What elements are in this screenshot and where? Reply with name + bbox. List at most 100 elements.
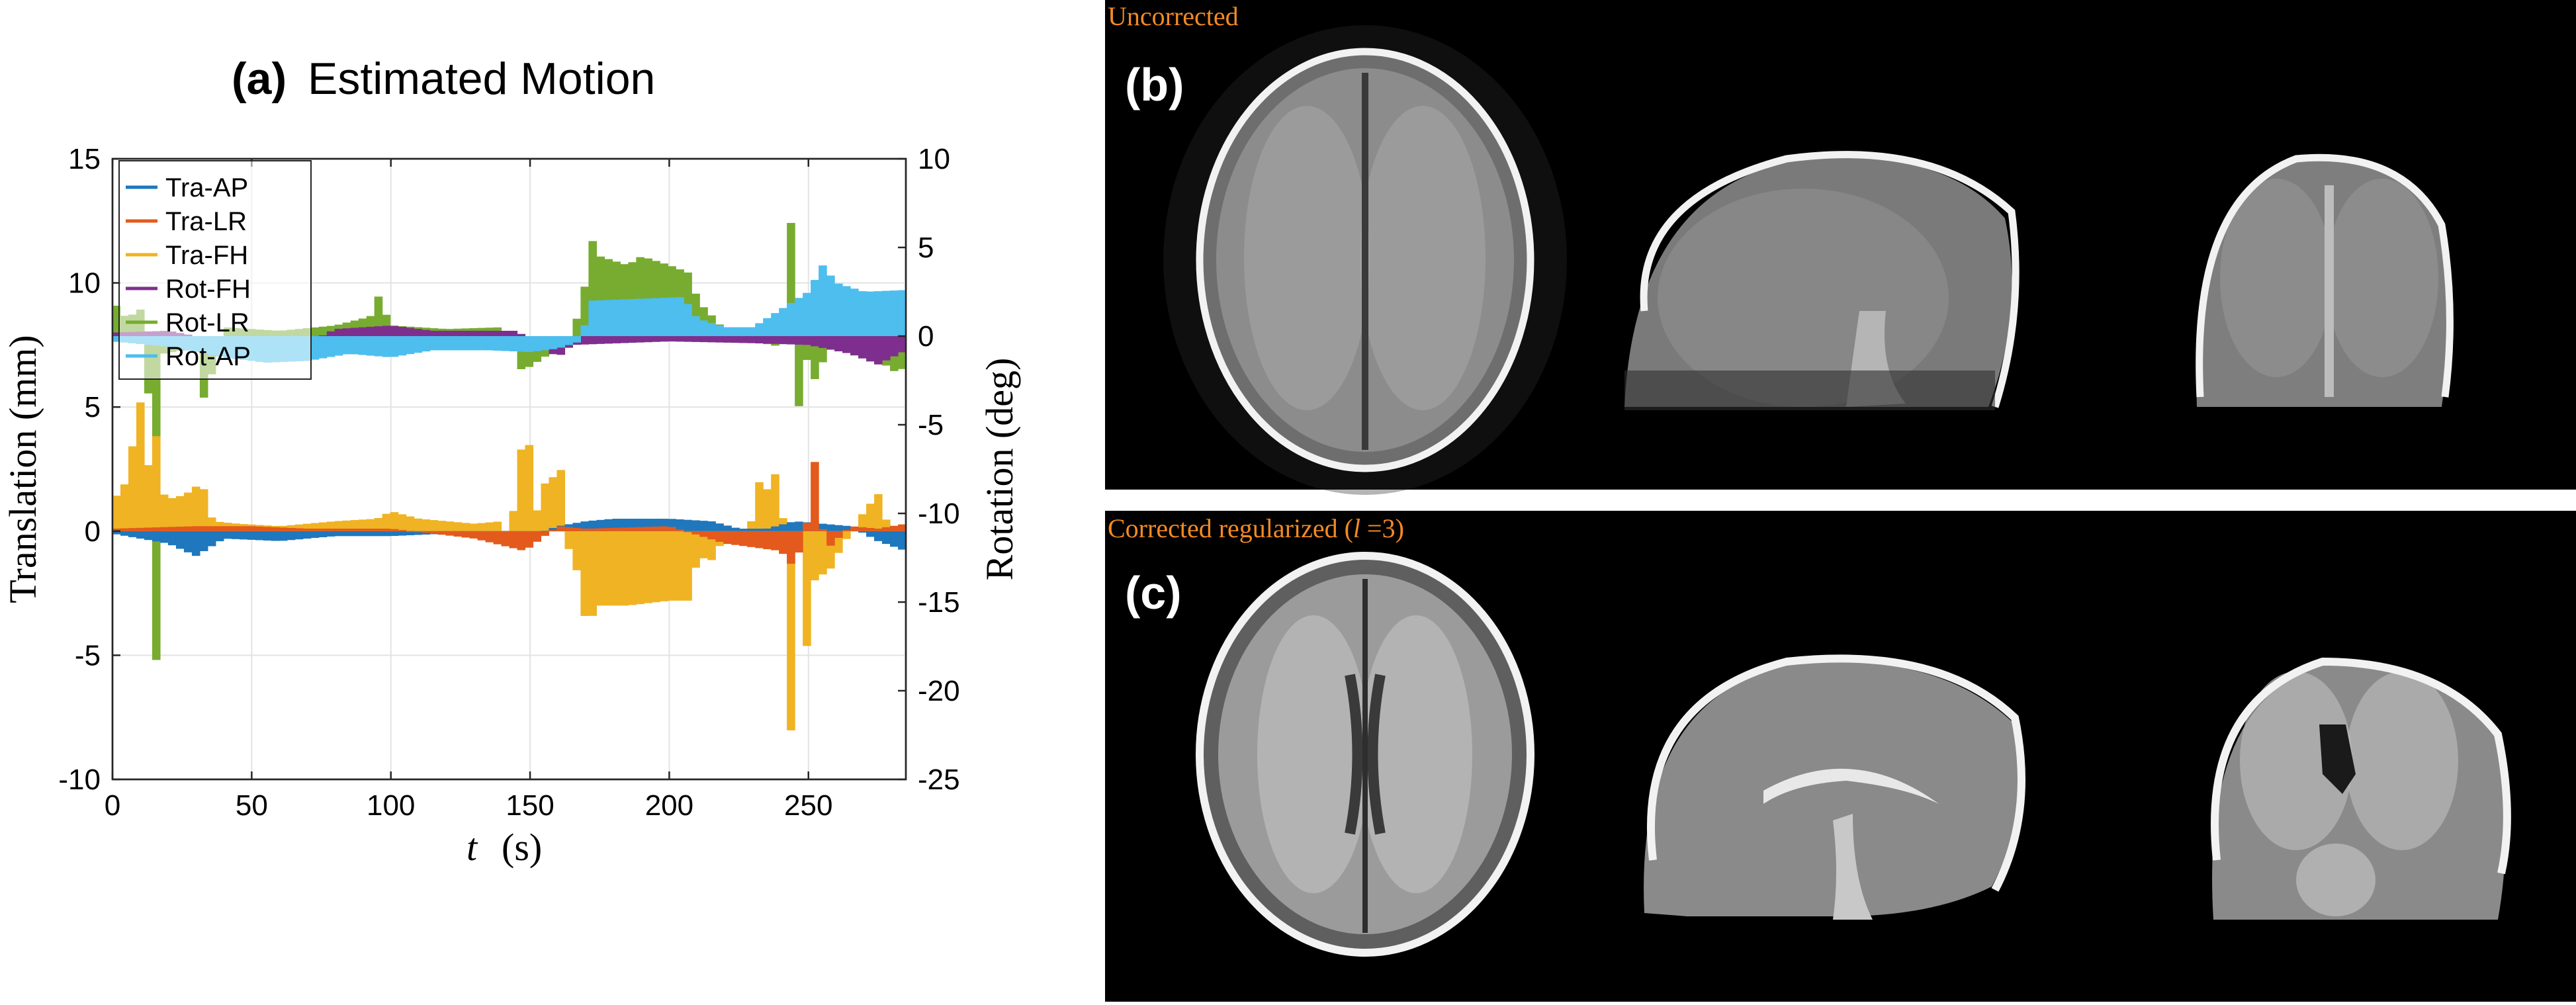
uncorrected-sagittal-slice [1624, 151, 2020, 410]
bar-rot-ap [366, 336, 375, 356]
bar-rot-ap [533, 336, 542, 351]
bar-tra-ap [128, 531, 137, 537]
bar-tra-fh [676, 531, 684, 601]
bar-tra-ap [866, 531, 875, 537]
x-axis-label-unit: (s) [502, 826, 542, 869]
bar-rot-ap [112, 336, 121, 342]
corrected-images-panel: Corrected regularized (l =3) (c) [1105, 511, 2576, 1002]
bar-tra-lr [175, 527, 185, 531]
bar-tra-fh [628, 531, 637, 605]
bar-rot-ap [684, 304, 692, 336]
bar-tra-lr [128, 528, 137, 531]
bar-tra-lr [676, 529, 684, 531]
bar-tra-ap [136, 531, 145, 539]
bar-tra-lr [556, 526, 566, 531]
bar-tra-lr [660, 526, 668, 531]
x-tick-label: 250 [784, 789, 832, 822]
bar-tra-lr [167, 527, 177, 531]
y-right-tick-label: -20 [918, 675, 960, 707]
bar-tra-fh [842, 531, 851, 539]
chart-legend: Tra-AP Tra-LR Tra-FH Rot-FH Rot-LR Rot-AP [118, 160, 312, 380]
bar-rot-ap [501, 336, 510, 351]
bar-tra-fh [453, 522, 463, 531]
bar-tra-fh [668, 531, 676, 601]
bar-tra-ap [676, 519, 684, 531]
bar-tra-fh [533, 510, 542, 531]
bar-tra-ap [874, 531, 883, 541]
bar-tra-lr [747, 531, 756, 547]
bar-tra-ap [723, 525, 732, 531]
x-tick-label: 50 [236, 789, 268, 822]
bar-rot-ap [803, 292, 811, 336]
bar-tra-lr [771, 531, 779, 550]
bar-tra-lr [318, 529, 328, 531]
bar-rot-fh [858, 336, 867, 359]
y-right-tick-label: -5 [918, 409, 944, 441]
bar-tra-ap [684, 519, 692, 531]
bar-tra-lr [120, 528, 129, 531]
bar-tra-lr [406, 531, 415, 532]
y-left-tick-label: -5 [75, 639, 101, 672]
bar-rot-fh [366, 326, 375, 336]
bar-rot-fh [350, 328, 359, 336]
legend-label: Tra-LR [165, 207, 247, 236]
bar-rot-ap [819, 265, 827, 336]
bar-rot-fh [469, 330, 478, 336]
bar-rot-fh [676, 336, 684, 342]
uncorrected-coronal-slice [2196, 153, 2454, 407]
bar-rot-fh [461, 330, 470, 336]
bar-rot-ap [668, 297, 676, 336]
bar-tra-fh [302, 523, 312, 531]
bar-tra-fh [334, 521, 343, 531]
bar-rot-fh [588, 336, 597, 345]
bar-rot-fh [850, 336, 859, 356]
bar-tra-lr [517, 531, 526, 550]
bar-rot-fh [580, 336, 589, 345]
bar-tra-ap [350, 531, 359, 537]
legend-label: Tra-FH [165, 241, 248, 270]
bar-tra-lr [437, 531, 447, 535]
bar-rot-ap [310, 336, 320, 360]
bar-rot-fh [493, 330, 502, 336]
bar-tra-fh [390, 512, 399, 531]
bar-rot-lr [318, 326, 328, 336]
bar-tra-ap [755, 529, 764, 531]
bar-rot-ap [747, 327, 756, 336]
bar-tra-lr [382, 529, 391, 531]
bar-tra-lr [787, 531, 795, 564]
bar-tra-lr [469, 531, 478, 539]
bar-tra-lr [112, 528, 121, 531]
bar-tra-fh [112, 496, 121, 531]
bar-tra-fh [580, 531, 589, 617]
bar-rot-fh [707, 336, 716, 343]
bar-tra-lr [652, 526, 660, 531]
bar-tra-fh [652, 531, 660, 603]
bar-tra-ap [294, 531, 304, 540]
bar-tra-fh [525, 445, 534, 531]
bar-rot-ap [398, 336, 407, 356]
bar-rot-ap [588, 300, 597, 336]
bar-rot-ap [779, 308, 787, 336]
bar-tra-fh [358, 519, 367, 531]
bar-rot-ap [850, 288, 859, 336]
bar-rot-ap [771, 313, 779, 336]
legend-label: Rot-LR [165, 308, 249, 337]
bar-tra-ap [715, 523, 724, 531]
bar-tra-ap [199, 531, 208, 552]
bar-tra-fh [294, 524, 304, 531]
bar-rot-fh [684, 336, 692, 342]
bar-tra-fh [811, 531, 819, 581]
bar-rot-ap [334, 336, 343, 356]
bar-rot-ap [429, 336, 439, 351]
bar-rot-fh [819, 336, 827, 348]
bar-tra-lr [390, 529, 399, 531]
bar-tra-ap [779, 524, 787, 531]
bar-tra-lr [429, 531, 439, 534]
bar-rot-fh [318, 335, 328, 337]
bar-rot-fh [874, 336, 883, 365]
bar-tra-fh [819, 531, 827, 575]
bar-rot-fh [390, 326, 399, 336]
bar-rot-ap [866, 291, 875, 336]
bar-tra-fh [485, 522, 494, 531]
